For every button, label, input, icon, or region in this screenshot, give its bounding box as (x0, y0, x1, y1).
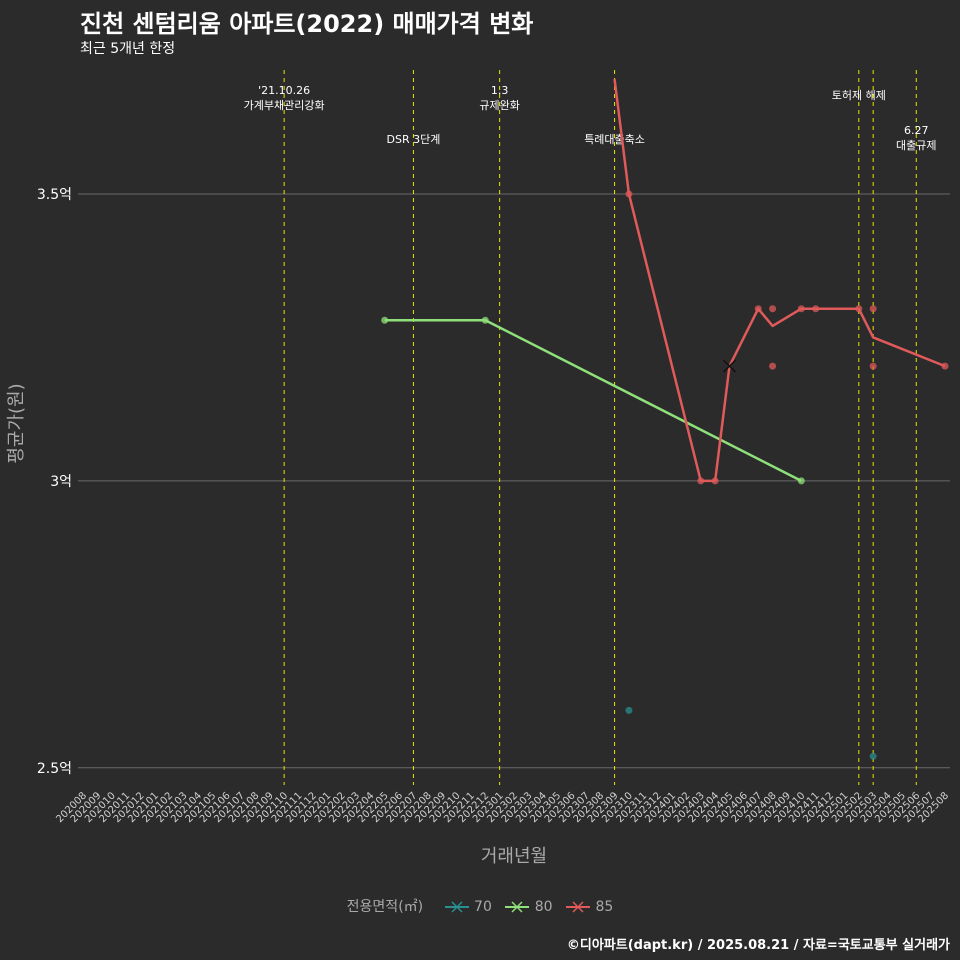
legend-key-80-icon (505, 901, 530, 913)
legend-label-70: 70 (474, 899, 492, 915)
data-point-80 (381, 316, 389, 324)
data-point-85 (797, 305, 805, 313)
event-label: 특례대출축소 (584, 133, 645, 146)
data-point-85 (941, 362, 949, 370)
data-point-80 (797, 477, 805, 485)
event-label: 대출규제 (896, 139, 936, 152)
data-point-70 (869, 752, 877, 760)
series-line-85 (613, 79, 946, 483)
legend-label-80: 80 (534, 899, 553, 915)
data-point-85 (855, 305, 863, 313)
x-axis-title: 거래년월 (481, 846, 547, 867)
source-caption: ©디아파트(dapt.kr) / 2025.08.21 / 자료=국토교통부 실… (566, 938, 950, 953)
series-line-80 (384, 318, 802, 482)
data-point-85 (869, 362, 877, 370)
data-point-85 (812, 305, 820, 313)
data-point-85 (754, 305, 762, 313)
event-label: 토허제 해제 (832, 88, 886, 102)
cross-marker-85 (722, 359, 737, 373)
event-label: 1.3 (491, 84, 509, 97)
legend-label-85: 85 (595, 899, 614, 915)
data-point-70 (625, 706, 633, 714)
y-tick-label: 3억 (50, 474, 72, 490)
chart-subtitle: 최근 5개년 한정 (80, 41, 176, 57)
event-label: 6.27 (904, 124, 929, 137)
data-point-85 (769, 305, 777, 313)
legend-title: 전용면적(㎡) (346, 899, 424, 915)
grid-layer (78, 193, 950, 769)
legend-item-85[interactable]: 85 (565, 899, 613, 915)
data-point-80 (481, 316, 489, 324)
legend-item-80[interactable]: 80 (504, 899, 553, 915)
legend-key-85-icon (566, 901, 591, 913)
y-axis-title: 평균가(원) (6, 383, 27, 463)
event-label: DSR 3단계 (387, 133, 441, 146)
y-tick-label: 3.5억 (37, 187, 72, 203)
y-tick-label: 2.5억 (37, 761, 72, 777)
data-point-85 (869, 305, 877, 313)
legend-item-70[interactable]: 70 (444, 899, 492, 915)
data-point-85 (711, 477, 719, 485)
data-point-85 (625, 190, 633, 198)
axis-layer: 2.5억3억3.5억202008202009202010202011202012… (6, 187, 951, 867)
data-point-85 (697, 477, 705, 485)
event-label: 가계부채관리강화 (244, 99, 325, 112)
event-label: 규제완화 (479, 99, 519, 112)
chart-title: 진천 센텀리움 아파트(2022) 매매가격 변화 (80, 10, 534, 38)
legend-key-70-icon (444, 901, 469, 913)
event-label: '21.10.26 (258, 84, 310, 97)
legend: 전용면적(㎡) 70 80 85 (0, 896, 960, 916)
series-layer (381, 79, 949, 760)
data-point-85 (769, 362, 777, 370)
